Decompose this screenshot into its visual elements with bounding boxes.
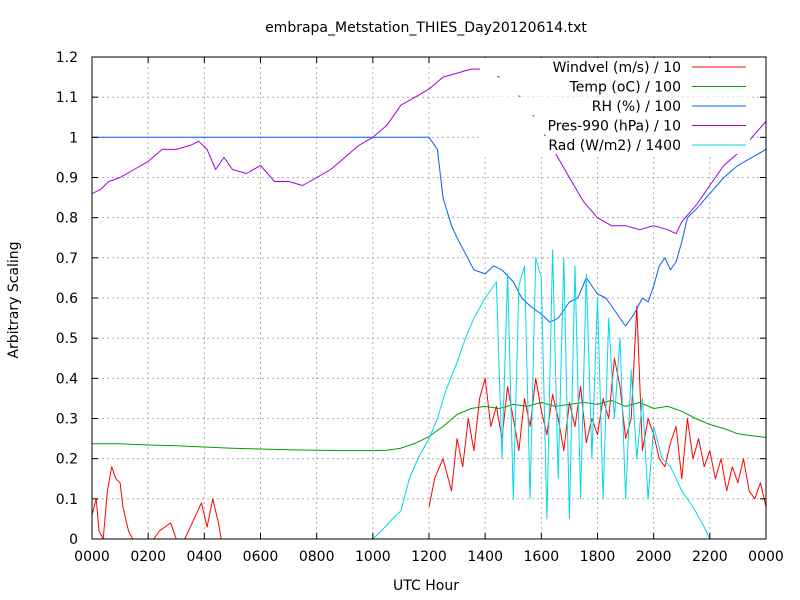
y-tick-label: 0.4 bbox=[56, 371, 78, 387]
series-line-4 bbox=[91, 68, 767, 235]
legend-bg bbox=[480, 77, 750, 96]
y-tick-label: 1 bbox=[69, 130, 78, 146]
legend-bg bbox=[480, 116, 750, 135]
legend: Windvel (m/s) / 10 Temp (oC) / 100 RH (%) … bbox=[480, 58, 750, 154]
x-tick-label: 0000 bbox=[748, 549, 784, 565]
series-line-3 bbox=[92, 136, 767, 327]
x-tick-label: 1600 bbox=[524, 549, 560, 565]
series-line-2 bbox=[92, 399, 767, 452]
legend-label-3: RH (%) / 100 bbox=[592, 99, 681, 115]
x-axis-label: UTC Hour bbox=[393, 578, 459, 594]
series-line-5 bbox=[372, 249, 711, 540]
legend-label-1: Windvel (m/s) / 10 bbox=[553, 60, 681, 76]
chart-title: embrapa_Metstation_THIES_Day20120614.txt bbox=[265, 20, 587, 36]
x-tick-label: 0800 bbox=[299, 549, 335, 565]
x-tick-label: 1200 bbox=[411, 549, 447, 565]
legend-label-2: Temp (oC) / 100 bbox=[569, 80, 681, 96]
y-tick-label: 0.5 bbox=[56, 331, 78, 347]
legend-label-4: Pres-990 (hPa) / 10 bbox=[548, 119, 681, 135]
y-tick-label: 1.1 bbox=[56, 90, 78, 106]
x-tick-label: 1400 bbox=[467, 549, 503, 565]
y-tick-label: 0.1 bbox=[56, 492, 78, 508]
y-tick-label: 0.6 bbox=[56, 291, 78, 307]
x-tick-label: 2000 bbox=[636, 549, 672, 565]
x-tick-label: 1000 bbox=[355, 549, 391, 565]
x-tick-label: 1800 bbox=[580, 549, 616, 565]
y-tick-label: 0.3 bbox=[56, 412, 78, 428]
x-tick-label: 0200 bbox=[130, 549, 166, 565]
y-tick-label: 0.7 bbox=[56, 251, 78, 267]
legend-label-5: Rad (W/m2) / 1400 bbox=[548, 138, 681, 154]
x-tick-label: 0000 bbox=[74, 549, 110, 565]
y-tick-label: 1.2 bbox=[56, 50, 78, 66]
legend-bg bbox=[480, 97, 750, 115]
y-axis-label: Arbitrary Scaling bbox=[6, 241, 22, 358]
legend-bg bbox=[480, 58, 750, 76]
x-tick-label: 2200 bbox=[692, 549, 728, 565]
x-tick-label: 0600 bbox=[243, 549, 279, 565]
y-tick-label: 0.8 bbox=[56, 211, 78, 227]
axes: 0000 0200 0400 0600 0800 1000 1200 1400 1600 1800… bbox=[56, 50, 784, 565]
x-tick-label: 0400 bbox=[187, 549, 223, 565]
y-tick-label: 0 bbox=[69, 532, 78, 548]
y-tick-label: 0.2 bbox=[56, 452, 78, 468]
legend-bg bbox=[480, 136, 750, 154]
y-tick-label: 0.9 bbox=[56, 171, 78, 187]
